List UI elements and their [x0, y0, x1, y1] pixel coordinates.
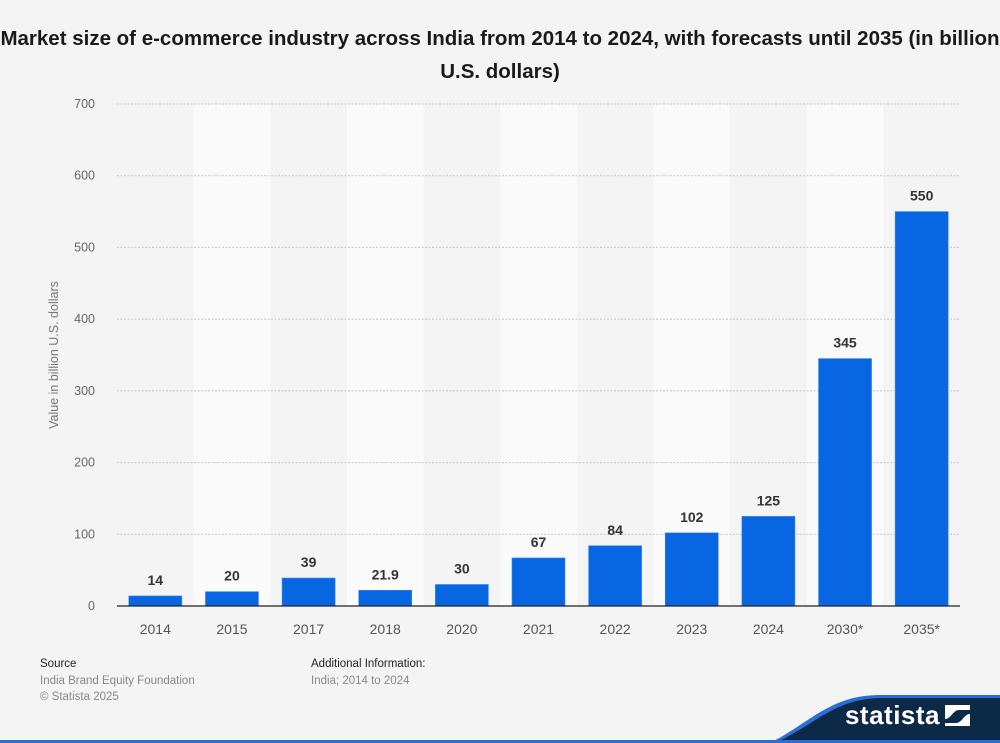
- y-tick-label: 100: [74, 527, 95, 541]
- y-axis-ticks: 0 100 200 300 400 500 600 700: [74, 97, 95, 613]
- x-tick-label: 2023: [676, 621, 707, 637]
- bars: [128, 211, 949, 607]
- x-tick-label: 2015: [216, 621, 247, 637]
- x-tick-label: 2030*: [827, 621, 864, 637]
- bar-2030-forecast[interactable]: [818, 358, 872, 607]
- bar-2021[interactable]: [511, 557, 566, 607]
- bar-2023[interactable]: [664, 532, 719, 607]
- y-tick-label: 300: [74, 384, 95, 398]
- bar-2014[interactable]: [128, 595, 183, 607]
- x-tick-label: 2035*: [903, 621, 940, 637]
- bar-2022[interactable]: [588, 545, 642, 607]
- column-bands: [193, 104, 884, 606]
- y-tick-label: 600: [74, 169, 95, 183]
- copyright-text: © Statista 2025: [40, 691, 119, 703]
- bar-2018[interactable]: [358, 589, 413, 607]
- statista-brand-banner[interactable]: statista: [770, 683, 1000, 743]
- bar-2024[interactable]: [741, 516, 796, 607]
- y-tick-label: 400: [74, 312, 95, 326]
- data-label: 125: [757, 492, 781, 508]
- data-label: 102: [680, 509, 704, 525]
- x-tick-label: 2021: [523, 621, 554, 637]
- x-tick-label: 2017: [293, 621, 324, 637]
- data-label: 84: [607, 522, 623, 538]
- additional-info-heading[interactable]: Additional Information:: [311, 658, 426, 670]
- gridlines: [117, 103, 960, 535]
- statista-logo-text: statista: [844, 700, 940, 730]
- y-tick-label: 200: [74, 456, 95, 470]
- chart-title: Market size of e-commerce industry acros…: [0, 27, 1000, 83]
- x-tick-label: 2020: [446, 621, 477, 637]
- additional-info-text: India; 2014 to 2024: [311, 674, 410, 687]
- data-label: 39: [301, 554, 317, 570]
- data-label: 345: [833, 335, 857, 351]
- bar-chart: 0 100 200 300 400 500 600 700 Value in billion …: [47, 97, 960, 637]
- x-tick-label: 2022: [600, 621, 631, 637]
- x-axis-labels: 2014 2015 2017 2018 2020 2021 2022 2023 2024 2030…: [140, 621, 941, 637]
- data-label: 550: [910, 188, 934, 204]
- column-band: [346, 104, 424, 606]
- statista-logo-icon: [945, 705, 970, 726]
- data-label: 21.9: [372, 566, 399, 582]
- brand-banner-shape: [770, 695, 1000, 743]
- source-heading: Source: [40, 658, 77, 670]
- column-band: [193, 104, 271, 606]
- source-block: Source India Brand Equity Foundation © S…: [40, 656, 195, 706]
- bar-2020[interactable]: [435, 584, 489, 607]
- data-label: 14: [148, 572, 164, 588]
- bar-2015[interactable]: [205, 591, 259, 607]
- column-band: [653, 104, 731, 606]
- data-labels: 14 20 39 21.9 30 67 84 102 125 345 550: [148, 188, 934, 588]
- y-axis-title: Value in billion U.S. dollars: [47, 281, 61, 429]
- bottom-accent-line: [0, 740, 1000, 743]
- column-band: [500, 104, 577, 606]
- x-tick-label: 2024: [753, 621, 784, 637]
- x-tick-label: 2014: [140, 621, 171, 637]
- y-tick-label: 700: [74, 97, 95, 111]
- bar-2017[interactable]: [281, 577, 336, 607]
- bar-2035-forecast[interactable]: [894, 211, 949, 607]
- data-label: 30: [454, 560, 470, 576]
- source-text[interactable]: India Brand Equity Foundation: [40, 674, 195, 687]
- y-tick-label: 0: [88, 599, 95, 613]
- data-label: 20: [224, 568, 240, 584]
- data-label: 67: [531, 534, 547, 550]
- y-tick-label: 500: [74, 240, 95, 254]
- x-tick-label: 2018: [370, 621, 401, 637]
- additional-info-block: Additional Information: India; 2014 to 2…: [311, 656, 425, 689]
